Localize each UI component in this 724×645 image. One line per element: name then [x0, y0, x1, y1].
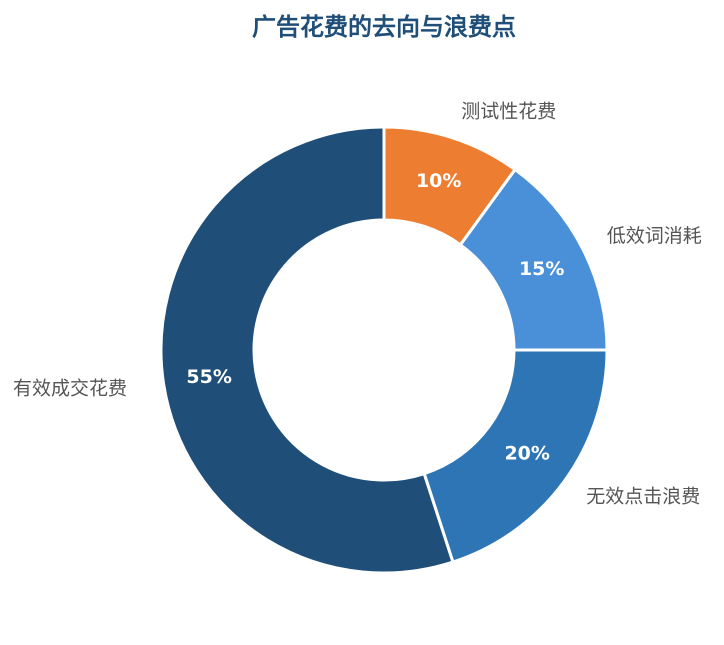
chart-title: 广告花费的去向与浪费点: [252, 13, 516, 41]
donut-slice: [159, 125, 455, 575]
value-label: 20%: [504, 443, 549, 465]
value-label: 10%: [416, 170, 461, 192]
category-label: 测试性花费: [461, 101, 556, 123]
value-label: 55%: [186, 366, 231, 388]
value-label: 15%: [519, 258, 564, 280]
donut-slice: [422, 348, 609, 564]
category-label: 有效成交花费: [13, 378, 127, 400]
category-label: 无效点击浪费: [586, 485, 700, 507]
category-label: 低效词消耗: [607, 225, 702, 247]
